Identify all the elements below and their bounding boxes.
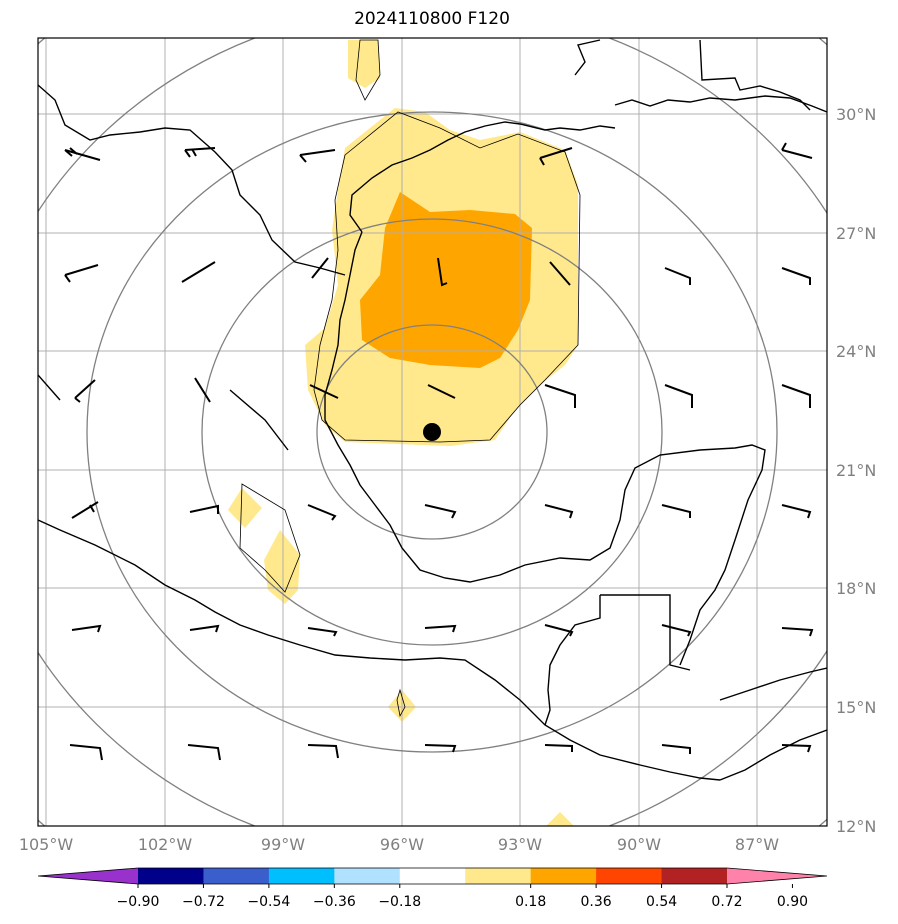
lat-label-27n: 27°N <box>836 224 876 243</box>
coast-mexico-inland <box>38 374 289 451</box>
shade-low-north <box>348 40 380 88</box>
wind-barbs <box>64 142 814 761</box>
coast-us-texas <box>349 121 616 233</box>
colorbar-bin <box>596 868 663 884</box>
lat-label-24n: 24°N <box>836 342 876 361</box>
range-ring-2 <box>201 218 663 646</box>
shade-low-south-b <box>546 812 574 826</box>
coast-mexico-west <box>324 231 766 666</box>
colorbar-tick-label: 0.18 <box>515 894 546 910</box>
lon-label-102w: 102°W <box>138 835 193 854</box>
lat-label-15n: 15°N <box>836 698 876 717</box>
lon-labels: 105°W 102°W 99°W 96°W 93°W 90°W 87°W <box>19 835 779 854</box>
coast-us-east-bays <box>574 39 811 111</box>
colorbar-tick-label: −0.36 <box>313 894 356 910</box>
range-ring-3 <box>86 111 778 753</box>
colorbar-tick-label: −0.54 <box>247 894 290 910</box>
colorbar-tick-label: 0.72 <box>711 894 742 910</box>
colorbar-bin <box>268 868 335 884</box>
lat-labels: 30°N 27°N 24°N 21°N 18°N 15°N 12°N <box>836 105 876 836</box>
coast-pacific-mexico <box>38 519 721 781</box>
lon-label-90w: 90°W <box>617 835 661 854</box>
chart-title: 2024110800 F120 <box>354 9 510 29</box>
lon-label-105w: 105°W <box>19 835 74 854</box>
colorbar-bin <box>138 868 204 884</box>
coast-yucatan-border <box>544 594 691 726</box>
coast-central-america <box>719 667 827 781</box>
shade-high-main <box>360 192 532 368</box>
graticule <box>38 38 827 826</box>
lon-label-93w: 93°W <box>498 835 542 854</box>
range-ring-1 <box>316 324 548 540</box>
colorbar-tick-label: 0.54 <box>646 894 677 910</box>
colorbar-bin <box>334 868 401 884</box>
lat-label-21n: 21°N <box>836 461 876 480</box>
shade-low-west-a <box>228 488 262 528</box>
coast-us-gulf-east <box>614 95 827 113</box>
colorbar-bin <box>661 868 728 884</box>
colorbar-tick-label: −0.90 <box>117 894 160 910</box>
field-layer <box>228 40 578 826</box>
colorbar-bin <box>203 868 270 884</box>
colorbar-bin <box>465 868 532 884</box>
colorbar-tick-label: 0.90 <box>777 894 808 910</box>
lat-label-18n: 18°N <box>836 579 876 598</box>
colorbar-extend-low <box>38 868 138 884</box>
colorbar-bin <box>399 868 466 884</box>
map-frame <box>37 37 828 827</box>
coastlines <box>38 39 827 781</box>
lat-label-12n: 12°N <box>836 817 876 836</box>
lon-label-99w: 99°W <box>261 835 305 854</box>
contours <box>239 39 581 718</box>
lon-label-96w: 96°W <box>380 835 424 854</box>
coast-baja-mainland <box>38 84 346 276</box>
storm-center-marker <box>423 423 441 441</box>
colorbar: −0.90 −0.72 −0.54 −0.36 −0.18 0.18 0.36 0.54 0.7… <box>37 867 828 910</box>
colorbar-bin <box>530 868 597 884</box>
lat-label-30n: 30°N <box>836 105 876 124</box>
colorbar-tick-label: −0.72 <box>182 894 225 910</box>
colorbar-tick-label: −0.18 <box>378 894 421 910</box>
colorbar-tick-label: 0.36 <box>581 894 612 910</box>
colorbar-extend-high <box>727 868 827 884</box>
lon-label-87w: 87°W <box>735 835 779 854</box>
